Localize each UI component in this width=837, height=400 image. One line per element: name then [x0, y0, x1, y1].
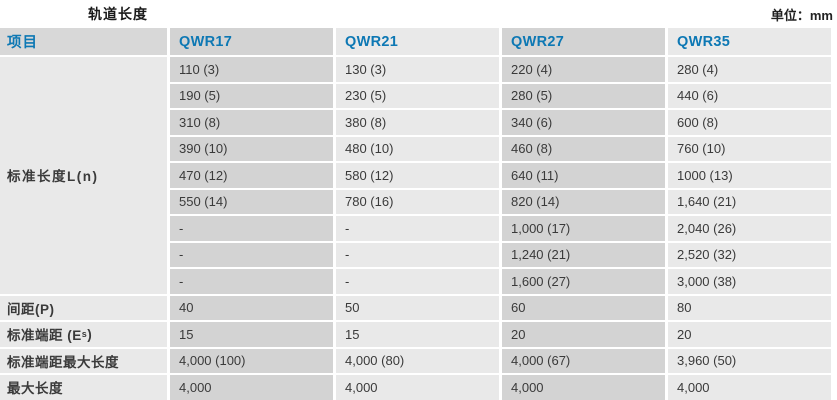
row-label: 最大长度: [0, 375, 167, 400]
value-cell: 1000 (13): [668, 163, 831, 188]
value-cell: 550 (14): [170, 189, 333, 214]
value-cell: 1,640 (21): [668, 189, 831, 214]
row-label: 标准端距最大长度: [0, 348, 167, 373]
value-cell: 760 (10): [668, 136, 831, 161]
value-cell: -: [170, 269, 333, 294]
value-cell: 580 (12): [336, 163, 499, 188]
row-label-standard-length: 标准长度L(n): [0, 57, 167, 294]
value-cell: 3,960 (50): [668, 348, 831, 373]
value-cell: 3,000 (38): [668, 269, 831, 294]
value-cell: 440 (6): [668, 83, 831, 108]
label-text: 标准端距 (E: [7, 328, 82, 344]
value-cell: 1,000 (17): [502, 216, 665, 241]
value-cell: 60: [502, 295, 665, 320]
value-cell: 4,000: [336, 375, 499, 400]
column-header-item: 项目: [0, 28, 167, 55]
page-title: 轨道长度: [88, 6, 148, 22]
value-cell: 280 (4): [668, 57, 831, 82]
value-cell: 4,000: [502, 375, 665, 400]
value-cell: 230 (5): [336, 83, 499, 108]
value-cell: 190 (5): [170, 83, 333, 108]
value-cell: 600 (8): [668, 110, 831, 135]
value-cell: 15: [170, 322, 333, 347]
value-cell: -: [170, 216, 333, 241]
column-header-qwr21: QWR21: [336, 28, 499, 55]
value-cell: 1,240 (21): [502, 242, 665, 267]
value-cell: 220 (4): [502, 57, 665, 82]
value-cell: 640 (11): [502, 163, 665, 188]
value-cell: 20: [502, 322, 665, 347]
row-label: 标准端距 (E s): [0, 322, 167, 347]
value-cell: -: [170, 242, 333, 267]
value-cell: 50: [336, 295, 499, 320]
value-cell: -: [336, 242, 499, 267]
value-cell: 2,040 (26): [668, 216, 831, 241]
value-cell: -: [336, 216, 499, 241]
value-cell: 130 (3): [336, 57, 499, 82]
row-label: 间距(P): [0, 295, 167, 320]
value-cell: 4,000 (67): [502, 348, 665, 373]
title-bar: 轨道长度 单位：mm: [0, 0, 833, 28]
value-cell: 820 (14): [502, 189, 665, 214]
spec-table: 项目 QWR17 QWR21 QWR27 QWR35 标准长度L(n) 110 (3) 130…: [0, 28, 831, 400]
value-cell: 2,520 (32): [668, 242, 831, 267]
value-cell: -: [336, 269, 499, 294]
unit-label: 单位：mm: [770, 7, 833, 23]
value-cell: 470 (12): [170, 163, 333, 188]
value-cell: 280 (5): [502, 83, 665, 108]
value-cell: 4,000 (80): [336, 348, 499, 373]
value-cell: 80: [668, 295, 831, 320]
value-cell: 390 (10): [170, 136, 333, 161]
value-cell: 380 (8): [336, 110, 499, 135]
value-cell: 4,000: [668, 375, 831, 400]
column-header-qwr35: QWR35: [668, 28, 831, 55]
value-cell: 780 (16): [336, 189, 499, 214]
value-cell: 310 (8): [170, 110, 333, 135]
value-cell: 4,000 (100): [170, 348, 333, 373]
column-header-qwr27: QWR27: [502, 28, 665, 55]
value-cell: 340 (6): [502, 110, 665, 135]
value-cell: 40: [170, 295, 333, 320]
value-cell: 4,000: [170, 375, 333, 400]
value-cell: 480 (10): [336, 136, 499, 161]
column-header-qwr17: QWR17: [170, 28, 333, 55]
value-cell: 15: [336, 322, 499, 347]
value-cell: 20: [668, 322, 831, 347]
value-cell: 110 (3): [170, 57, 333, 82]
value-cell: 1,600 (27): [502, 269, 665, 294]
label-text: ): [87, 326, 93, 342]
value-cell: 460 (8): [502, 136, 665, 161]
